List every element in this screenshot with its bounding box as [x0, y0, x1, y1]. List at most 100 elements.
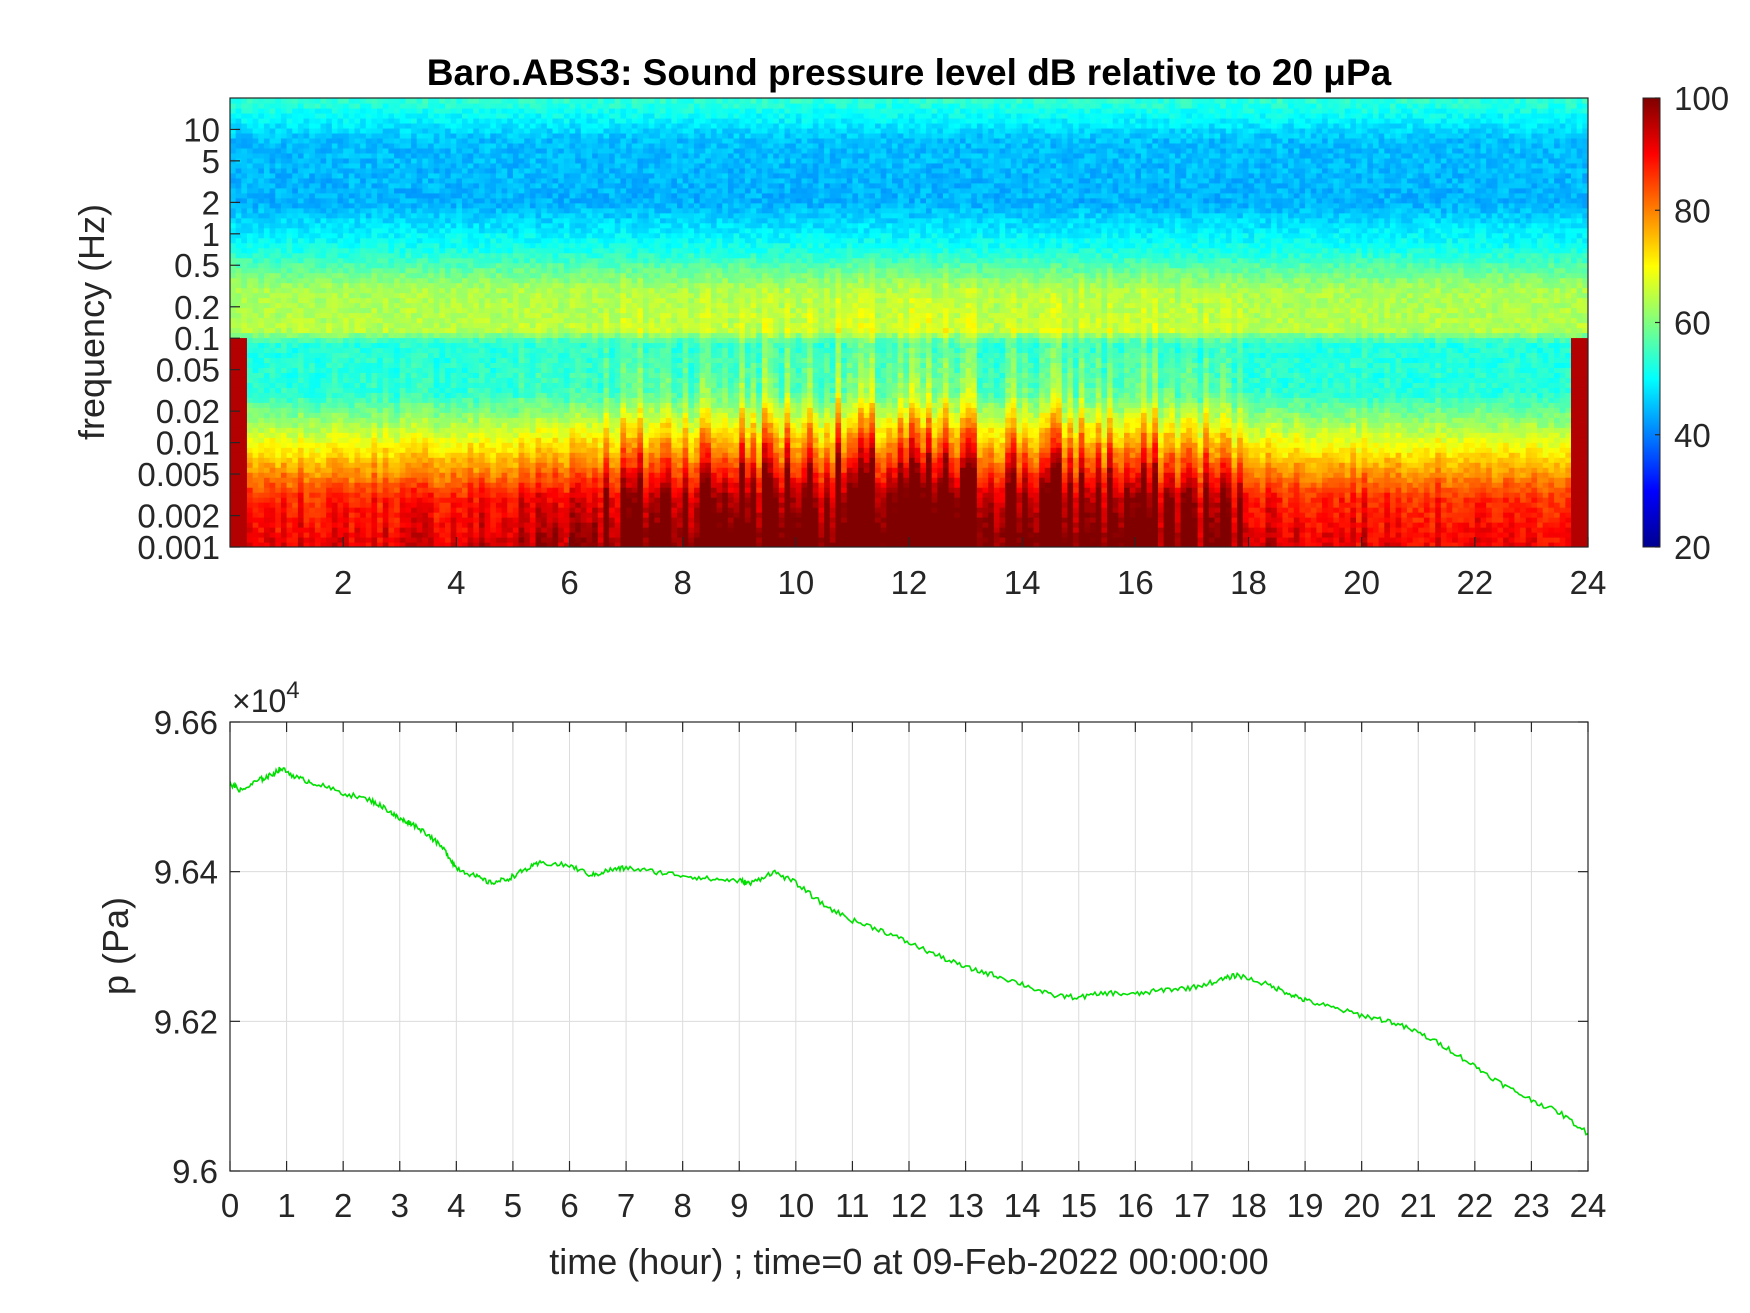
spectrogram-cell: [263, 462, 271, 468]
spectrogram-cell: [377, 202, 384, 209]
spectrogram-cell: [445, 497, 452, 503]
spectrogram-cell: [512, 332, 520, 339]
spectrogram-cell: [512, 487, 520, 493]
spectrogram-cell: [354, 117, 361, 124]
spectrogram-cell: [280, 302, 288, 309]
spectrogram-cell: [269, 512, 276, 518]
spectrogram-cell: [411, 447, 418, 453]
spectrogram-cell: [461, 512, 469, 518]
spectrogram-cell: [348, 192, 356, 199]
spectrogram-cell: [365, 367, 373, 373]
spectrogram-cell: [484, 202, 491, 209]
spectrogram-cell: [461, 437, 469, 443]
spectrogram-cell: [484, 297, 491, 304]
spectrogram-cell: [535, 132, 542, 139]
spectrogram-cell: [535, 452, 542, 458]
spectrogram-cell: [445, 232, 452, 239]
spectrogram-cell: [354, 377, 361, 383]
spectrogram-cell: [354, 402, 361, 408]
spectrogram-cell: [235, 177, 242, 184]
spectrogram-cell: [365, 157, 373, 164]
spectrogram-cell: [524, 307, 531, 314]
spectrogram-cell: [524, 257, 531, 264]
spectrogram-cell: [484, 267, 491, 274]
spectrogram-cell: [337, 432, 344, 438]
spectrogram-cell: [405, 177, 412, 184]
spectrogram-cell: [241, 267, 248, 274]
spectrogram-cell: [428, 172, 435, 179]
spectrogram-cell: [371, 377, 378, 383]
spectrogram-cell: [309, 367, 316, 373]
spectrogram-cell: [235, 147, 242, 154]
spectrogram-cell: [529, 347, 537, 354]
spectrogram-cell: [354, 432, 361, 438]
spectrogram-cell: [382, 497, 390, 503]
spectrogram-cell: [399, 197, 407, 204]
spectrogram-cell: [411, 352, 418, 359]
spectrogram-cell: [348, 217, 356, 224]
spectrogram-cell: [309, 492, 316, 498]
spectrogram-cell: [360, 377, 367, 383]
spectrogram-cell: [365, 332, 373, 339]
spectrogram-cell: [445, 392, 452, 398]
spectrogram-cell: [280, 187, 288, 194]
spectrogram-cell: [411, 167, 418, 174]
spectrogram-cell: [382, 182, 390, 189]
spectrogram-cell: [507, 152, 514, 159]
spectrogram-cell: [388, 162, 395, 169]
spectrogram-cell: [473, 482, 480, 488]
spectrogram-cell: [377, 242, 384, 249]
spectrogram-cell: [348, 412, 356, 418]
spectrogram-cell: [450, 327, 457, 334]
spectrogram-cell: [394, 312, 401, 319]
spectrogram-cell: [365, 312, 373, 319]
spectrogram-cell: [371, 332, 378, 339]
spectrogram-cell: [388, 132, 395, 139]
spectrogram-cell: [241, 377, 248, 383]
spectrogram-cell: [235, 152, 242, 159]
spectrogram-cell: [360, 502, 367, 508]
spectrogram-cell: [258, 227, 265, 234]
spectrogram-cell: [365, 217, 373, 224]
spectrogram-cell: [377, 532, 384, 538]
spectrogram-cell: [382, 532, 390, 538]
spectrogram-cell: [309, 177, 316, 184]
spectrogram-cell: [411, 297, 418, 304]
spectrogram-cell: [529, 102, 537, 109]
spectrogram-cell: [297, 172, 305, 179]
spectrogram-cell: [235, 167, 242, 174]
spectrogram-cell: [292, 537, 299, 543]
spectrogram-cell: [354, 422, 361, 428]
spectrogram-cell: [303, 98, 310, 104]
spectrogram-cell: [507, 207, 514, 214]
spectrogram-cell: [343, 532, 350, 538]
spectrogram-cell: [495, 512, 503, 518]
spectrogram-cell: [309, 292, 316, 299]
spectrogram-cell: [314, 357, 322, 364]
spectrogram-cell: [456, 98, 463, 104]
spectrogram-cell: [320, 322, 327, 329]
spectrogram-cell: [518, 182, 525, 189]
spectrogram-cell: [280, 387, 288, 393]
spectrogram-cell: [507, 252, 514, 259]
spectrogram-cell: [405, 292, 412, 299]
spectrogram-cell: [326, 282, 333, 289]
spectrogram-cell: [535, 377, 542, 383]
spectrogram-cell: [297, 527, 305, 533]
spectrogram-cell: [309, 517, 316, 523]
spectrogram-cell: [535, 362, 542, 368]
spectrogram-cell: [535, 527, 542, 533]
spectrogram-cell: [365, 302, 373, 309]
spectrogram-cell: [428, 482, 435, 488]
spectrogram-cell: [269, 197, 276, 204]
spectrogram-cell: [303, 337, 310, 344]
spectrogram-cell: [501, 122, 508, 129]
spectrogram-cell: [445, 387, 452, 393]
spectrogram-cell: [235, 352, 242, 359]
spectrogram-cell: [507, 347, 514, 354]
spectrogram-cell: [445, 467, 452, 473]
spectrogram-cell: [343, 227, 350, 234]
spectrogram-cell: [388, 312, 395, 319]
spectrogram-cell: [507, 302, 514, 309]
spectrogram-cell: [382, 537, 390, 543]
